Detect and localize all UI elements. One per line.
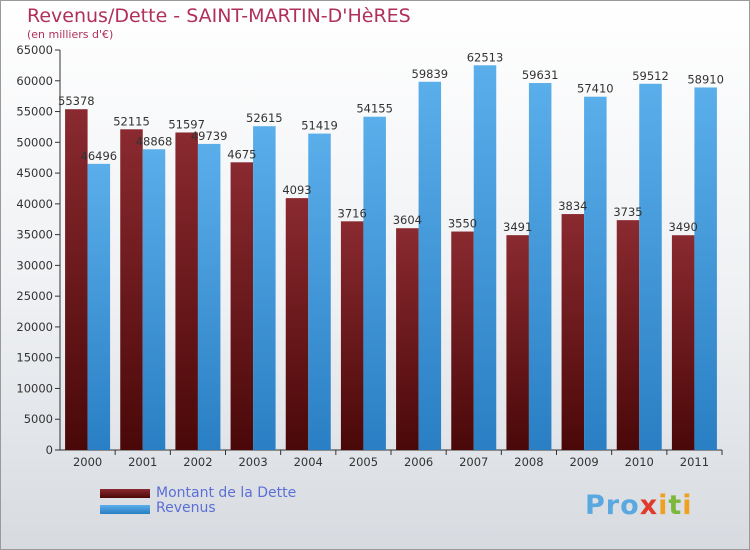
- chart-title: Revenus/Dette - SAINT-MARTIN-D'HèRES: [27, 5, 411, 27]
- y-tick-label: 50000: [16, 135, 53, 149]
- x-tick-label: 2007: [459, 455, 488, 469]
- data-label: 3550: [448, 217, 477, 231]
- x-tick-label: 2004: [294, 455, 323, 469]
- logo-letter: r: [605, 490, 621, 521]
- data-label: 3834: [558, 199, 587, 213]
- y-tick-label: 35000: [16, 228, 53, 242]
- data-label: 49739: [191, 129, 228, 143]
- bar-revenus: [418, 81, 442, 450]
- bar-revenus: [197, 143, 221, 450]
- chart-subtitle: (en milliers d'€): [27, 28, 114, 41]
- proxiti-logo: Proxiti: [585, 490, 693, 521]
- y-tick-label: 20000: [16, 320, 53, 334]
- data-label: 3716: [338, 206, 367, 220]
- data-label: 3491: [503, 220, 532, 234]
- legend-label-revenus: Revenus: [156, 500, 216, 516]
- bar-revenus: [308, 133, 331, 450]
- logo-letter: t: [668, 490, 683, 521]
- y-tick-label: 55000: [16, 105, 53, 119]
- bar-dette: [616, 220, 640, 450]
- data-label: 58910: [687, 72, 724, 86]
- bar-dette: [120, 129, 143, 451]
- bar-revenus: [142, 149, 166, 450]
- data-label: 3604: [393, 213, 422, 227]
- bar-revenus: [584, 96, 607, 450]
- bar-revenus: [473, 65, 497, 450]
- data-label: 62513: [467, 50, 504, 64]
- logo-letter: i: [682, 490, 693, 521]
- legend-label-dette: Montant de la Dette: [156, 485, 297, 501]
- bar-dette: [340, 221, 364, 450]
- x-tick-label: 2010: [625, 455, 654, 469]
- bar-dette: [451, 231, 474, 450]
- y-tick-label: 10000: [16, 381, 53, 395]
- data-label: 3490: [669, 220, 698, 234]
- data-label: 51419: [301, 119, 338, 133]
- x-tick-label: 2008: [514, 455, 543, 469]
- x-tick-label: 2000: [73, 455, 102, 469]
- data-label: 3735: [613, 205, 642, 219]
- x-tick-label: 2011: [680, 455, 709, 469]
- y-tick-label: 60000: [16, 74, 53, 88]
- x-tick-label: 2003: [238, 455, 267, 469]
- y-tick-label: 15000: [16, 351, 53, 365]
- data-label: 59631: [522, 68, 559, 82]
- y-tick-label: 0: [46, 443, 53, 457]
- bar-dette: [230, 162, 254, 451]
- data-label: 59839: [412, 67, 449, 81]
- data-label: 59512: [632, 69, 669, 83]
- logo-letter: i: [658, 490, 669, 521]
- bar-revenus: [639, 83, 662, 450]
- legend-swatch-dette: [100, 489, 150, 498]
- bar-dette: [285, 198, 309, 450]
- data-label: 54155: [356, 102, 393, 116]
- data-label: 55378: [58, 94, 95, 108]
- x-tick-label: 2002: [183, 455, 212, 469]
- bar-dette: [506, 235, 529, 450]
- y-tick-label: 5000: [24, 412, 53, 426]
- bar-dette: [561, 214, 585, 450]
- bar-dette: [175, 132, 198, 451]
- bar-revenus: [253, 126, 276, 450]
- y-tick-label: 65000: [16, 43, 53, 57]
- data-label: 4675: [227, 147, 256, 161]
- data-label: 51597: [168, 117, 205, 131]
- bar-dette: [671, 235, 695, 450]
- y-tick-label: 45000: [16, 166, 53, 180]
- bar-revenus: [694, 87, 717, 450]
- data-label: 52615: [246, 111, 283, 125]
- bar-revenus: [528, 83, 552, 450]
- legend-swatch-revenus: [100, 505, 150, 514]
- bar-dette: [396, 228, 419, 450]
- bar-revenus: [87, 163, 111, 450]
- bar-revenus: [363, 116, 386, 450]
- data-label: 52115: [113, 114, 150, 128]
- y-tick-label: 25000: [16, 289, 53, 303]
- x-tick-label: 2006: [404, 455, 433, 469]
- logo-letter: o: [620, 490, 640, 521]
- y-tick-label: 30000: [16, 258, 53, 272]
- data-label: 46496: [81, 149, 118, 163]
- y-tick-label: 40000: [16, 197, 53, 211]
- logo-letter: P: [585, 490, 606, 521]
- data-label: 4093: [282, 183, 311, 197]
- bar-dette: [65, 109, 88, 450]
- x-tick-label: 2005: [349, 455, 378, 469]
- data-label: 57410: [577, 82, 614, 96]
- logo-letter: x: [639, 490, 659, 521]
- axes-group: 0 5000 10000 15000 20000 25000 30000 35000 40000…: [16, 43, 723, 469]
- x-tick-label: 2001: [128, 455, 157, 469]
- bars-group: [65, 65, 717, 451]
- data-label: 48868: [136, 134, 173, 148]
- x-tick-label: 2009: [569, 455, 598, 469]
